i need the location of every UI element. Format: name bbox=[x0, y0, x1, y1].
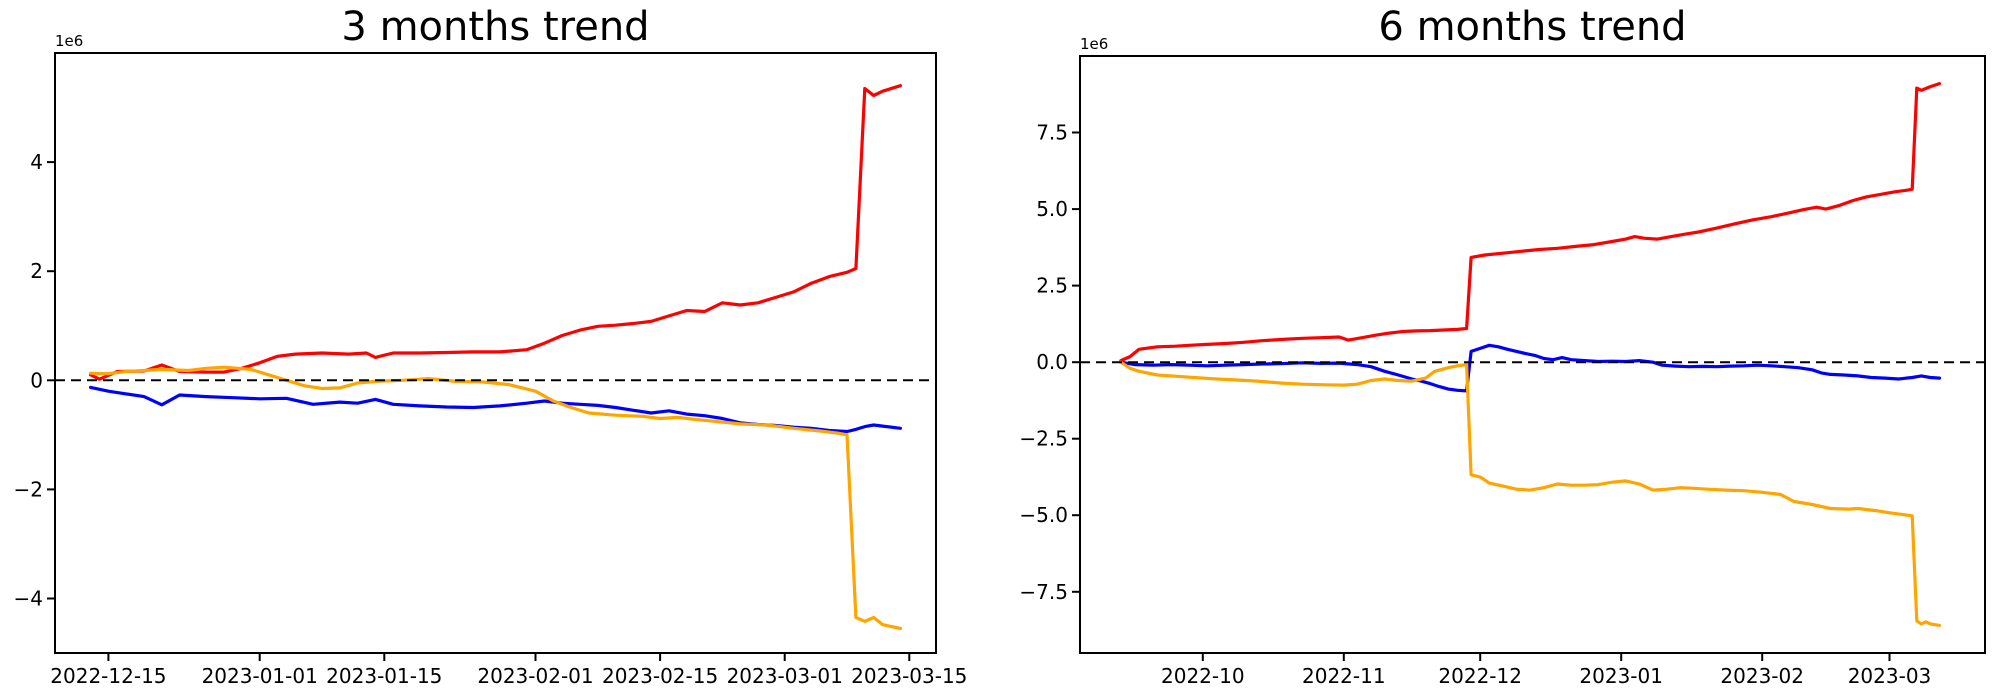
y-axis-offset-label: 1e6 bbox=[55, 32, 83, 50]
axes-box bbox=[1079, 55, 1986, 654]
y-axis-tick-label: 0.0 bbox=[1036, 350, 1068, 374]
y-axis-tick-label: 0 bbox=[30, 368, 43, 392]
y-axis-tick-label: 5.0 bbox=[1036, 197, 1068, 221]
y-axis-tick-label: −7.5 bbox=[1019, 580, 1068, 604]
x-axis-tick-label: 2022-11 bbox=[1302, 664, 1386, 688]
chart-title-6-months: 6 months trend bbox=[1378, 4, 1686, 50]
series-line-red bbox=[1119, 81, 1942, 363]
x-axis-tick-label: 2023-01-01 bbox=[202, 664, 318, 688]
y-axis-tick-label: −5.0 bbox=[1019, 503, 1068, 527]
series-line-red bbox=[88, 84, 903, 381]
x-axis-tick-label: 2022-12 bbox=[1438, 664, 1522, 688]
y-axis-tick-label: −4 bbox=[14, 587, 43, 611]
y-axis-tick-label: 4 bbox=[30, 150, 43, 174]
y-axis-tick-label: 2 bbox=[30, 259, 43, 283]
x-axis-tick-label: 2023-02 bbox=[1720, 664, 1804, 688]
x-axis-tick-label: 2023-03 bbox=[1848, 664, 1932, 688]
axes-box bbox=[54, 52, 937, 654]
x-axis-tick-label: 2023-01 bbox=[1579, 664, 1663, 688]
x-axis-tick-label: 2023-02-01 bbox=[477, 664, 593, 688]
chart-title-3-months: 3 months trend bbox=[341, 4, 649, 50]
series-line-blue bbox=[1119, 343, 1942, 393]
series-line-orange bbox=[88, 365, 903, 631]
x-axis-tick-label: 2022-12-15 bbox=[50, 664, 166, 688]
x-axis-tick-label: 2023-03-15 bbox=[851, 664, 967, 688]
chart-3-months-trend: 2022-12-15 2023-01-01 2023-01-15 2023-02-01… bbox=[14, 32, 968, 688]
x-axis-tick-label: 2023-03-01 bbox=[727, 664, 843, 688]
y-axis-tick-label: 2.5 bbox=[1036, 274, 1068, 298]
x-axis-tick-label: 2023-02-15 bbox=[602, 664, 718, 688]
y-axis-tick-label: 7.5 bbox=[1036, 121, 1068, 145]
x-axis-tick-label: 2022-10 bbox=[1161, 664, 1245, 688]
chart-6-months-trend: 2022-10 2022-11 2022-12 2023-01 2023-02 2023-… bbox=[1019, 35, 1986, 688]
y-axis-tick-label: −2 bbox=[14, 477, 43, 501]
series-line-orange bbox=[1119, 360, 1942, 628]
y-axis-offset-label: 1e6 bbox=[1080, 35, 1108, 53]
x-axis-tick-label: 2023-01-15 bbox=[326, 664, 442, 688]
y-axis-tick-label: −2.5 bbox=[1019, 427, 1068, 451]
